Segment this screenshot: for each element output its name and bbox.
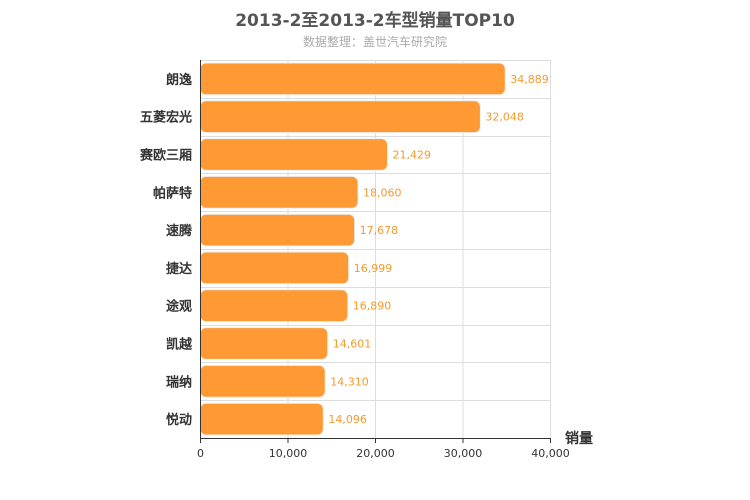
bar (199, 138, 389, 171)
chart-subtitle: 数据整理：盖世汽车研究院 (302, 35, 447, 49)
category-label: 朗逸 (166, 72, 192, 88)
bar (199, 364, 326, 398)
chart-title: 2013-2至2013-2车型销量TOP10 (235, 11, 515, 31)
category-label: 凯越 (166, 337, 193, 353)
category-label: 悦动 (166, 412, 192, 428)
bar (199, 62, 506, 96)
x-tick-label: 10,000 (269, 447, 308, 460)
data-label: 16,999 (354, 262, 393, 275)
data-label: 18,060 (363, 186, 402, 199)
data-label: 32,048 (485, 111, 524, 124)
data-label: 14,601 (333, 338, 372, 351)
category-label: 瑞纳 (166, 374, 192, 390)
category-label: 途观 (166, 299, 192, 315)
x-tick-label: 40,000 (531, 447, 570, 460)
bar (199, 402, 324, 436)
x-tick-label: 0 (197, 447, 204, 460)
category-label: 速腾 (166, 223, 193, 239)
data-label: 16,890 (353, 300, 392, 313)
category-label: 赛欧三厢 (139, 148, 192, 164)
bar (199, 175, 359, 209)
x-tick-label: 20,000 (356, 447, 395, 460)
x-tick-label: 30,000 (444, 447, 483, 460)
bar (199, 213, 356, 247)
data-label: 21,429 (393, 149, 432, 162)
bar (199, 289, 349, 323)
data-label: 14,096 (328, 413, 367, 426)
category-label: 五菱宏光 (140, 110, 192, 126)
bars (199, 62, 506, 436)
data-label: 34,889 (510, 73, 549, 86)
x-axis-title: 销量 (565, 430, 593, 447)
category-label: 捷达 (166, 261, 192, 277)
bar (199, 327, 329, 360)
category-label: 帕萨特 (153, 185, 192, 201)
bar (199, 251, 350, 285)
data-label: 17,678 (360, 224, 399, 237)
axes (200, 60, 551, 443)
labels: 朗逸 34,889 五菱宏光 32,048 赛欧三厢 21,429 帕萨特 18,060 速腾 1… (139, 72, 570, 460)
data-label: 14,310 (330, 375, 369, 388)
bar (199, 100, 481, 134)
